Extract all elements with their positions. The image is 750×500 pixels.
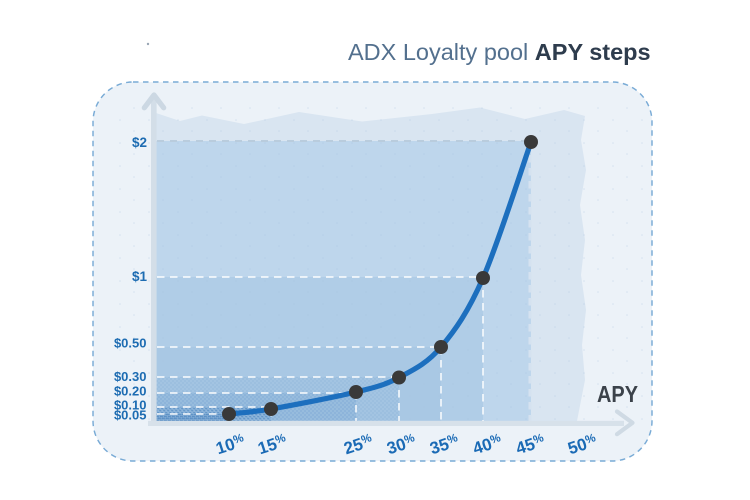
svg-text:$0.50: $0.50 [114,336,147,351]
svg-text:$2: $2 [132,135,147,150]
svg-text:$0.10: $0.10 [114,398,147,413]
svg-text:$0.20: $0.20 [114,384,147,399]
svg-text:APY: APY [597,381,638,407]
svg-text:15%: 15% [256,431,290,458]
svg-text:ADX Loyalty pool APY steps: ADX Loyalty pool APY steps [348,39,651,65]
svg-text:$0.30: $0.30 [114,369,147,384]
svg-text:$0.05: $0.05 [114,408,147,423]
svg-text:$1: $1 [132,269,148,284]
